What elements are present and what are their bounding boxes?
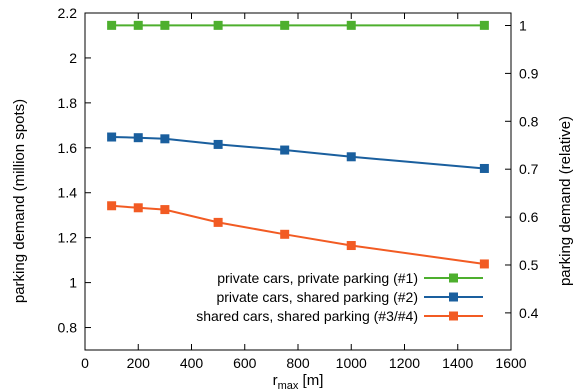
y-left-tick-label: 1.2 [58, 230, 78, 246]
y-left-tick-label: 1.8 [58, 95, 78, 111]
y-left-tick-label: 1.4 [58, 185, 78, 201]
series-2-point [479, 163, 489, 173]
series-1-point [280, 20, 290, 30]
x-tick-label: 1000 [336, 355, 367, 371]
y-right-tick-label: 0.6 [519, 209, 539, 225]
y-axis-right-label: parking demand (relative) [557, 116, 574, 286]
series-2 [107, 132, 489, 173]
x-tick-label: 0 [81, 355, 89, 371]
legend-swatch-marker [449, 292, 458, 302]
x-tick-label: 800 [286, 355, 310, 371]
y-left-tick-label: 2 [69, 50, 77, 66]
y-right-tick-label: 0.7 [519, 161, 539, 177]
series-3-point [479, 259, 489, 269]
x-axis-label-subscript: max [278, 380, 299, 392]
x-tick-label: 1600 [495, 355, 526, 371]
series-1-point [346, 20, 356, 30]
x-tick-label: 1200 [389, 355, 420, 371]
legend-swatch-marker [449, 311, 458, 321]
y-left-tick-label: 1.6 [58, 140, 78, 156]
y-left-tick-label: 0.8 [58, 320, 78, 336]
y-axis-left-label: parking demand (million spots) [11, 99, 28, 303]
x-tick-label: 600 [233, 355, 257, 371]
series-2-point [133, 133, 143, 143]
series-1-point [213, 20, 223, 30]
y-right-tick-label: 0.4 [519, 305, 539, 321]
legend-label: private cars, shared parking (#2) [216, 289, 418, 305]
legend: private cars, private parking (#1) privat… [196, 270, 483, 324]
series-3-point [160, 205, 170, 215]
series-1-point [133, 20, 143, 30]
series-3-line [111, 204, 485, 265]
y-right-tick-label: 0.9 [519, 65, 539, 81]
series-3-point [133, 203, 143, 213]
x-axis-label-unit: [m] [298, 372, 323, 389]
y-left-tick-label: 1 [69, 275, 77, 291]
legend-swatch-marker [449, 273, 458, 283]
y-right-tick-label: 1 [519, 18, 527, 34]
x-tick-label: 200 [127, 355, 151, 371]
axes: 0 200 400 600 800 1000 1200 1400 1600 0.8 1 1.2 1.4 1… [58, 5, 539, 371]
series-3-point [280, 229, 290, 239]
series-2-point [213, 139, 223, 149]
y-right-tick-label: 0.8 [519, 113, 539, 129]
x-axis-label: rmax [m] [273, 372, 324, 392]
series-3 [107, 201, 489, 269]
legend-label: shared cars, shared parking (#3/#4) [196, 308, 418, 324]
y-right-tick-label: 0.5 [519, 257, 539, 273]
series-3-point [346, 241, 356, 251]
series-1 [107, 20, 489, 30]
series-1-point [160, 20, 170, 30]
x-tick-label: 1400 [442, 355, 473, 371]
series-3-point [213, 217, 223, 227]
plot-area [107, 20, 489, 269]
series-1-point [479, 20, 489, 30]
legend-label: private cars, private parking (#1) [217, 270, 418, 286]
series-2-point [160, 134, 170, 144]
x-tick-label: 400 [180, 355, 204, 371]
series-2-point [346, 152, 356, 162]
series-1-point [107, 20, 117, 30]
y-left-tick-label: 2.2 [58, 5, 78, 21]
x-axis-label-main: r [273, 372, 278, 389]
series-2-point [280, 145, 290, 155]
series-2-point [107, 132, 117, 142]
series-3-point [107, 201, 117, 211]
